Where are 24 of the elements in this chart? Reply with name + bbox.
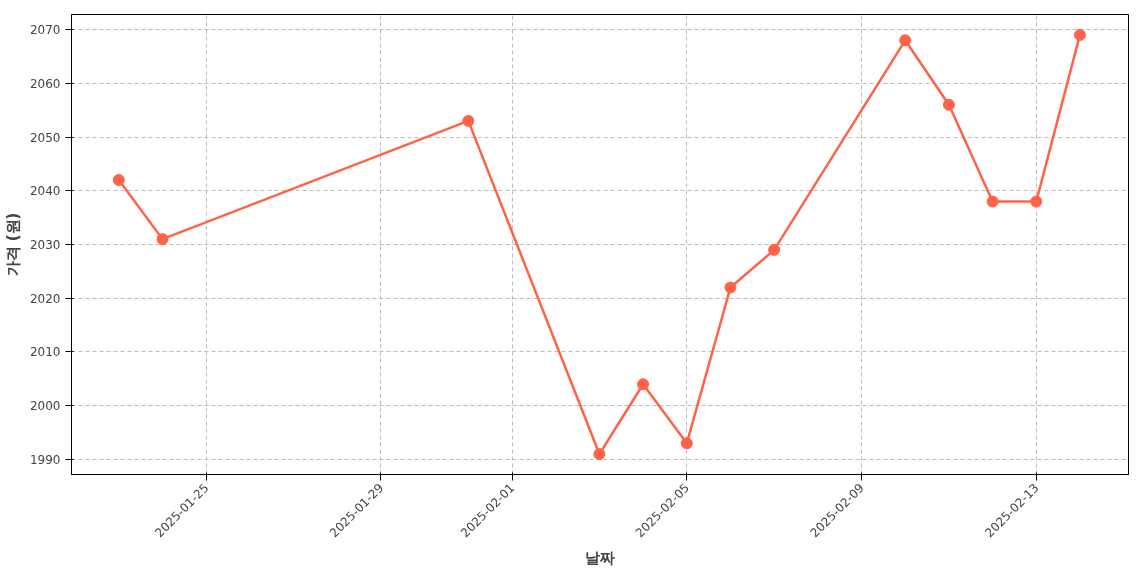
- y-tick-label: 2060: [29, 76, 61, 91]
- point: [637, 378, 650, 391]
- y-axis-title: 가격 (원): [3, 212, 22, 277]
- point: [942, 98, 955, 111]
- y-tick-label: 2050: [29, 130, 61, 145]
- point: [593, 448, 606, 461]
- point: [112, 174, 125, 186]
- y-tick-label: 2040: [29, 184, 61, 199]
- y-tick-label: 1990: [29, 452, 61, 467]
- y-tick-label: 2010: [29, 345, 61, 360]
- point: [462, 114, 475, 127]
- y-tick-label: 2070: [29, 23, 61, 38]
- point: [680, 437, 693, 450]
- point: [1073, 28, 1086, 41]
- point: [986, 195, 999, 208]
- point: [724, 281, 737, 294]
- point: [768, 243, 781, 256]
- point: [156, 233, 169, 246]
- y-tick-label: 2020: [29, 291, 61, 306]
- point: [899, 34, 912, 47]
- x-axis-title: 날짜: [585, 549, 615, 568]
- point: [1030, 195, 1043, 208]
- y-tick-label: 2000: [29, 399, 61, 414]
- y-tick-label: 2030: [29, 238, 61, 252]
